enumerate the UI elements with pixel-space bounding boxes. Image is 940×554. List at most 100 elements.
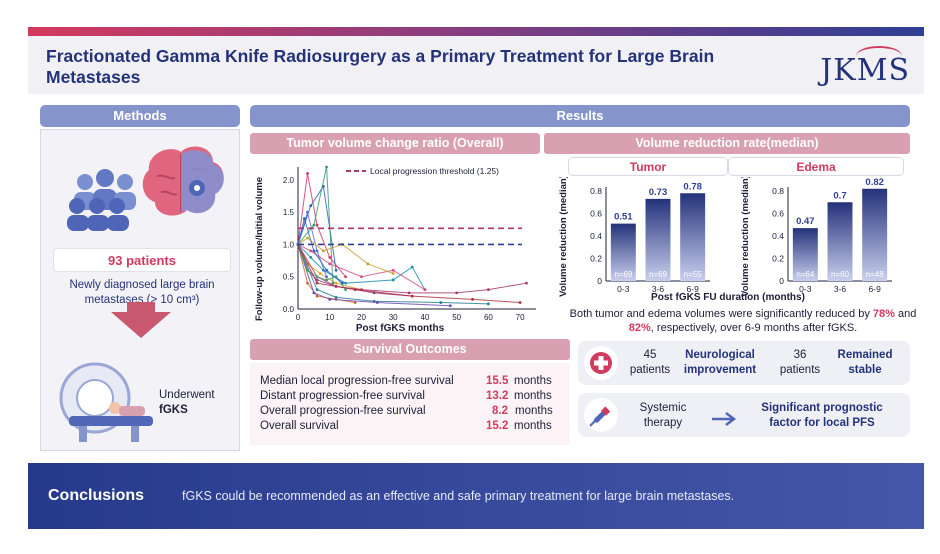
data-point xyxy=(321,249,325,253)
x-tick-label: 70 xyxy=(516,313,525,322)
therapy-arrow-icon xyxy=(712,412,737,426)
y-tick-label: 0.8 xyxy=(772,186,784,196)
data-point xyxy=(315,294,319,298)
conclusion-title: Conclusions xyxy=(48,487,145,504)
survival-row: Distant progression-free survival 13.2 m… xyxy=(260,389,570,404)
data-point xyxy=(353,301,357,304)
header: Fractionated Gamma Knife Radiosurgery as… xyxy=(28,36,924,94)
survival-unit: months xyxy=(515,405,553,417)
bar-xlabel: Post fGKS FU duration (months) xyxy=(651,292,805,303)
y-tick-label: 1.0 xyxy=(283,240,295,249)
data-point xyxy=(334,281,338,285)
data-point xyxy=(518,301,522,304)
bar xyxy=(827,202,853,281)
data-point xyxy=(353,288,357,292)
data-point xyxy=(455,291,459,295)
survival-value: 15.2 xyxy=(486,420,509,432)
y-tick-label: 0.4 xyxy=(590,231,602,241)
bar-value-label: 0.73 xyxy=(649,187,668,198)
line-chart-xlabel: Post fGKS months xyxy=(356,323,445,333)
y-tick-label: 0.0 xyxy=(283,305,295,314)
patients-brain-illustration xyxy=(67,146,224,231)
bar-value-label: 0.51 xyxy=(614,212,633,223)
data-point xyxy=(325,278,328,282)
procedure-label: Underwent fGKS xyxy=(159,388,231,418)
data-point xyxy=(325,165,328,169)
y-tick-label: 1.5 xyxy=(283,208,295,217)
x-tick-label: 40 xyxy=(420,313,429,322)
data-point xyxy=(312,291,316,295)
bar-n-label: n=69 xyxy=(614,270,633,279)
y-tick-label: 0.2 xyxy=(772,254,784,264)
data-point xyxy=(306,268,309,272)
results-heading: Results xyxy=(250,105,910,127)
data-point xyxy=(344,288,347,292)
x-tick-label: 0-3 xyxy=(799,284,812,294)
edema-subtitle: Edema xyxy=(728,157,904,176)
tumor-volume-line-chart: Follow-up volume/Initial volume 0.0 0.5 1.… xyxy=(254,165,536,333)
data-point xyxy=(334,268,338,272)
survival-value: 13.2 xyxy=(486,390,509,402)
survival-label: Overall survival xyxy=(260,420,339,432)
bar-ylabel: Volume reduction (median) xyxy=(740,177,751,297)
data-point xyxy=(423,288,427,292)
data-point xyxy=(439,301,443,304)
data-point xyxy=(334,295,338,299)
y-tick-label: 0.8 xyxy=(590,186,602,196)
bar-n-label: n=69 xyxy=(649,270,668,279)
x-tick-label: 30 xyxy=(389,313,398,322)
data-point xyxy=(344,281,347,285)
therapy-result: Significant prognostic factor for local P… xyxy=(761,402,883,429)
reduction-title: Volume reduction rate(median) xyxy=(544,133,910,154)
data-point xyxy=(341,281,344,285)
x-tick-label: 20 xyxy=(357,313,366,322)
survival-label: Median local progression-free survival xyxy=(260,375,454,387)
data-point xyxy=(487,302,490,306)
y-tick-label: 0 xyxy=(779,276,784,286)
data-point xyxy=(375,301,379,304)
y-tick-label: 2.0 xyxy=(283,176,295,185)
edema-bar-chart: Volume reduction (median) 0 0.2 0.4 0.6 0.8 0.… xyxy=(740,177,892,297)
accent-bar xyxy=(28,27,924,36)
data-point xyxy=(315,223,319,227)
data-point xyxy=(306,210,309,214)
data-point xyxy=(309,255,313,259)
bar-n-label: n=64 xyxy=(796,270,815,279)
y-tick-label: 0 xyxy=(597,276,602,286)
data-point xyxy=(344,275,347,279)
x-tick-label: 0-3 xyxy=(617,284,630,294)
legend-label: Local progression threshold (1.25) xyxy=(370,166,499,176)
data-point xyxy=(325,275,328,279)
series-line xyxy=(297,244,527,294)
bar-n-label: n=48 xyxy=(866,270,885,279)
data-point xyxy=(306,281,309,285)
mri-scanner-icon xyxy=(59,362,153,442)
summary-text-after: , respectively, over 6-9 months after fG… xyxy=(650,322,858,334)
x-tick-label: 0 xyxy=(296,313,301,322)
data-point xyxy=(309,249,313,253)
data-point xyxy=(315,275,319,279)
series-line xyxy=(297,244,426,291)
bar xyxy=(610,223,636,281)
conclusion-text: fGKS could be recommended as an effectiv… xyxy=(182,489,735,503)
neuro-outcome2: Remained stable xyxy=(837,349,893,376)
y-tick-label: 0.6 xyxy=(772,209,784,219)
data-point xyxy=(302,217,306,221)
data-point xyxy=(487,288,490,292)
series-line xyxy=(297,237,394,274)
data-point xyxy=(391,268,395,272)
neuro-outcome1: Neurological improvement xyxy=(683,349,757,376)
survival-unit: months xyxy=(514,390,552,402)
x-tick-label: 50 xyxy=(452,313,461,322)
journal-logo: JKMS xyxy=(820,53,910,88)
x-tick-label: 10 xyxy=(325,313,334,322)
data-point xyxy=(391,272,395,275)
survival-title: Survival Outcomes xyxy=(250,339,570,360)
syringe-icon xyxy=(584,398,618,432)
procedure-line1: Underwent xyxy=(159,389,215,401)
y-tick-label: 0.4 xyxy=(772,231,784,241)
logo-arc xyxy=(856,46,902,66)
flow-arrow-icon xyxy=(111,312,171,338)
data-point xyxy=(410,294,414,298)
bar-value-label: 0.78 xyxy=(683,181,702,192)
